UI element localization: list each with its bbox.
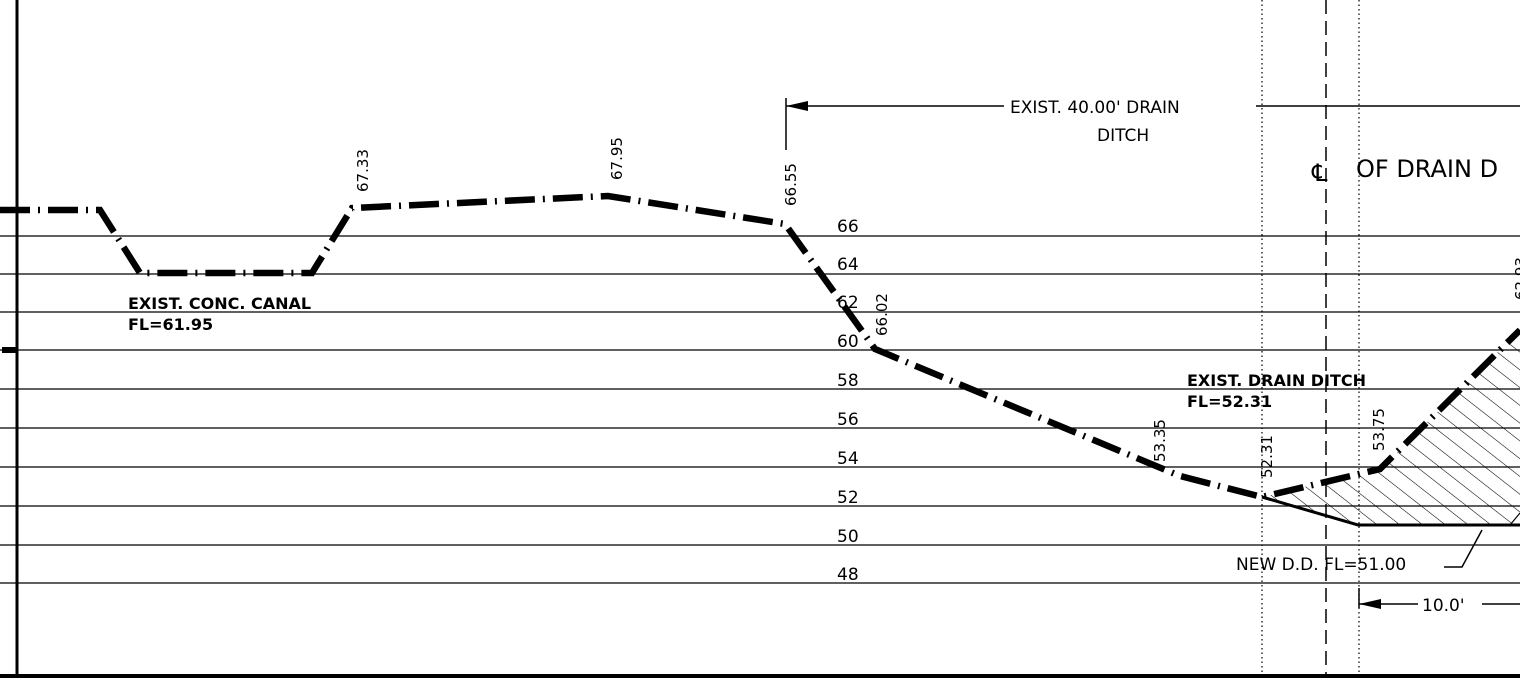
new-ditch-flowline-label: NEW D.D. FL=51.00 — [1236, 555, 1406, 575]
new-ditch-bottom — [1261, 495, 1520, 527]
grid-label-54: 54 — [837, 449, 859, 469]
centerline-label: OF DRAIN D — [1356, 155, 1498, 183]
exist-ditch-label: EXIST. DRAIN DITCH — [1187, 371, 1366, 390]
canal-label: EXIST. CONC. CANAL — [128, 294, 311, 313]
grid-label-50: 50 — [837, 527, 859, 547]
drain-width-arrowhead — [786, 101, 808, 111]
grid-labels: 66 64 62 60 58 56 54 52 50 48 — [837, 217, 859, 585]
grid-label-58: 58 — [837, 371, 859, 391]
elev-label-62-93: 62.93 — [1512, 257, 1520, 300]
new-ditch-right-slope — [1509, 512, 1520, 526]
offset-dimension-arrowhead — [1359, 599, 1381, 609]
elev-label-53-35: 53.35 — [1151, 419, 1169, 462]
existing-ground-profile — [0, 192, 1520, 501]
new-ditch-cut-hatch — [1262, 330, 1520, 525]
grid-label-66: 66 — [837, 217, 859, 237]
drain-width-label-ditch: DITCH — [1097, 126, 1149, 146]
elev-label-52-31: 52.31 — [1258, 435, 1276, 478]
elev-label-67-95: 67.95 — [608, 137, 626, 180]
elev-label-53-75: 53.75 — [1370, 408, 1388, 451]
new-ditch-leader — [1444, 529, 1483, 568]
elev-label-66-02: 66.02 — [873, 293, 891, 336]
grid-label-52: 52 — [837, 488, 859, 508]
exist-ditch-flowline-label: FL=52.31 — [1187, 392, 1272, 411]
elev-label-66-55: 66.55 — [782, 163, 800, 206]
grid-label-56: 56 — [837, 410, 859, 430]
drain-width-label: EXIST. 40.00' DRAIN — [1010, 98, 1180, 118]
grid-label-60: 60 — [837, 332, 859, 352]
grid-lines — [0, 235, 1520, 584]
grid-label-64: 64 — [837, 255, 859, 275]
elev-label-67-33: 67.33 — [354, 149, 372, 192]
grid-label-48: 48 — [837, 565, 859, 585]
canal-flowline-label: FL=61.95 — [128, 315, 213, 334]
offset-dimension-label: 10.0' — [1422, 596, 1465, 616]
centerline-symbol: ℄ — [1311, 159, 1328, 187]
